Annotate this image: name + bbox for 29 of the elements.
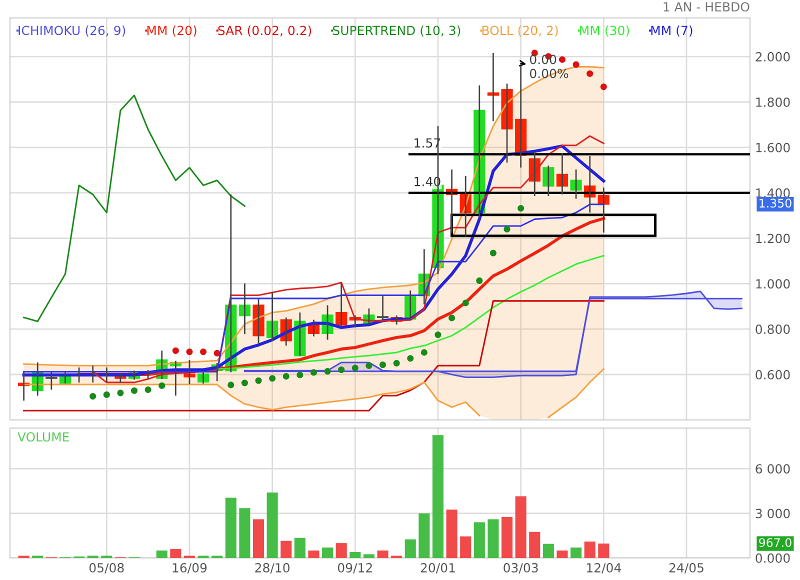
x-tick-label: 03/03 [504,563,538,574]
x-tick-label: 12/04 [587,563,621,574]
x-tick-label: 16/09 [172,563,207,574]
text: 1 AN - HEBDO [664,2,750,12]
legend-label: ICHIMOKU (26, 9) [18,25,126,37]
y-tick-label: 1.600 [756,142,790,152]
x-tick-label: 24/05 [669,563,704,574]
y-tick-label: 0.000 [756,553,790,563]
legend-label: MM (20) [147,25,196,37]
legend-label: MM (7) [651,25,692,37]
y-tick-label: 0.600 [756,370,790,380]
legend-label: SAR (0.02, 0.2) [218,25,312,37]
y-tick-label: 2.000 [756,52,790,62]
x-tick-label: 05/08 [89,563,124,574]
y-tick-label: 1.800 [756,97,790,107]
legend-label: BOLL (20, 2) [482,25,558,37]
x-tick-label: 20/01 [420,563,455,574]
x-tick-label: 09/12 [338,563,372,574]
y-tick-label: 6 000 [756,464,790,474]
legend-label: MM (30) [580,25,629,37]
y-tick-label: 1.200 [756,234,790,244]
y-tick-label: 0.800 [756,324,790,334]
legend-label: SUPERTREND (10, 3) [332,25,460,37]
chart-title: VOLUME [18,432,69,442]
text: 967.0 [759,538,792,547]
x-tick-label: 28/10 [255,563,290,574]
text: 1.350 [760,198,792,208]
y-tick-label: 3 000 [756,508,790,518]
y-tick-label: 1.000 [756,279,790,289]
